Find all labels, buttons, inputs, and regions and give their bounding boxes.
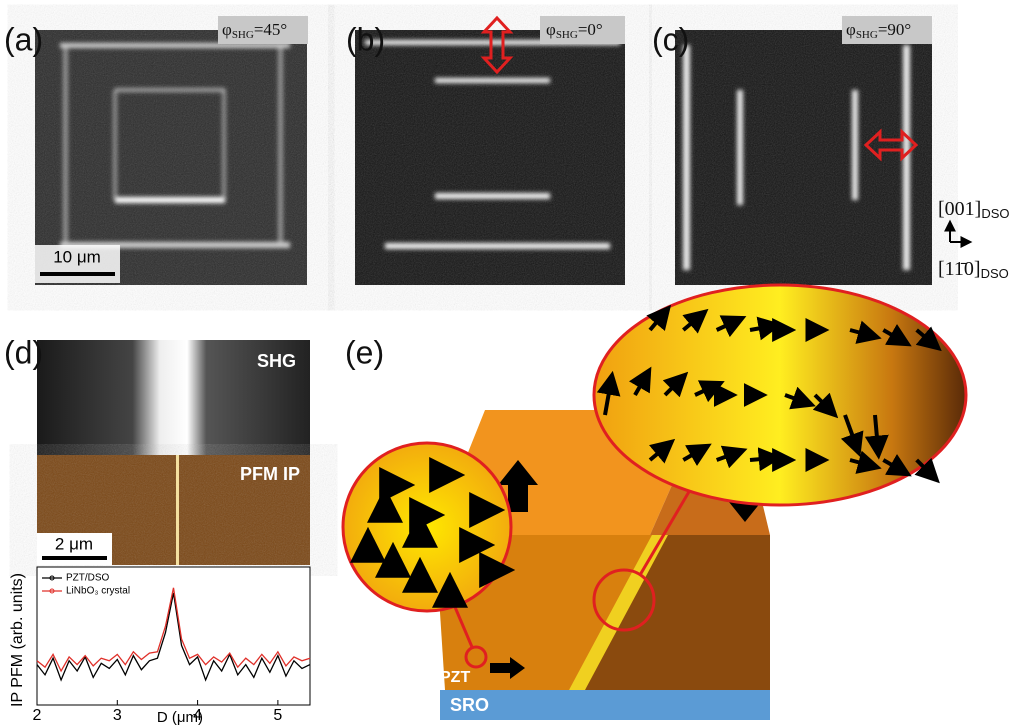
sro-layer — [440, 690, 770, 720]
key-sub: DSO — [981, 266, 1009, 281]
panel-label: (e) — [345, 334, 384, 370]
angle-sub: SHG — [556, 29, 578, 41]
angle-value: =45° — [254, 20, 287, 39]
shg-label: SHG — [257, 351, 296, 371]
scale-bar — [40, 272, 115, 276]
axes-key: [001]DSO [11̄0]DSO — [938, 198, 1010, 282]
dipole-arrow — [750, 458, 778, 460]
panel-label: (d) — [4, 334, 43, 370]
legend-label: LiNbO₃ crystal — [66, 586, 130, 597]
pfm-wall — [176, 455, 179, 565]
angle-symbol: φ — [222, 20, 232, 39]
angle-sub: SHG — [232, 29, 254, 41]
pzt-label: PZT — [440, 669, 470, 686]
panel-e: SRO PZT (e) — [343, 285, 966, 720]
angle-label: φSHG=45° — [222, 20, 287, 41]
angle-value: =90° — [878, 20, 911, 39]
angle-value: =0° — [578, 20, 603, 39]
y-axis-label: IP PFM (arb. units) — [9, 573, 26, 707]
key-main: [11̄0] — [938, 258, 981, 280]
x-tick-label: 2 — [33, 707, 42, 724]
panel-label: (a) — [4, 21, 43, 57]
x-tick-label: 5 — [273, 707, 282, 724]
zoom-bubble — [343, 443, 511, 611]
scale-bar-label: 10 μm — [53, 247, 101, 266]
key-sub: DSO — [981, 206, 1009, 221]
panel-a: φSHG=45° 10 μm (a) — [4, 16, 308, 285]
scale-bar-label: 2 μm — [55, 534, 93, 553]
x-tick-label: 3 — [113, 707, 122, 724]
pfm-label: PFM IP — [240, 464, 300, 484]
sro-label: SRO — [450, 695, 489, 715]
angle-label: φSHG=90° — [846, 20, 911, 41]
key-horizontal: [11̄0]DSO — [938, 258, 1009, 282]
figure: φSHG=45° 10 μm (a) φSHG=0° (b) φSHG=90° … — [0, 0, 1028, 727]
panel-d: SHG PFM IP 2 μm IP PFM (arb. units) D (μ… — [4, 334, 310, 726]
x-tick-label: 4 — [193, 707, 202, 724]
angle-symbol: φ — [846, 20, 856, 39]
legend-label: PZT/DSO — [66, 573, 110, 584]
angle-symbol: φ — [546, 20, 556, 39]
panel-label: (b) — [346, 21, 385, 57]
panel-b: φSHG=0° (b) — [346, 16, 625, 285]
scale-bar — [42, 556, 107, 560]
zoom-ellipse — [594, 285, 966, 505]
image-noise — [675, 30, 932, 285]
key-main: [001] — [938, 198, 981, 220]
angle-sub: SHG — [856, 29, 878, 41]
key-vertical: [001]DSO — [938, 198, 1010, 222]
panel-label: (c) — [652, 21, 689, 57]
panel-c: φSHG=90° (c) — [652, 16, 932, 285]
